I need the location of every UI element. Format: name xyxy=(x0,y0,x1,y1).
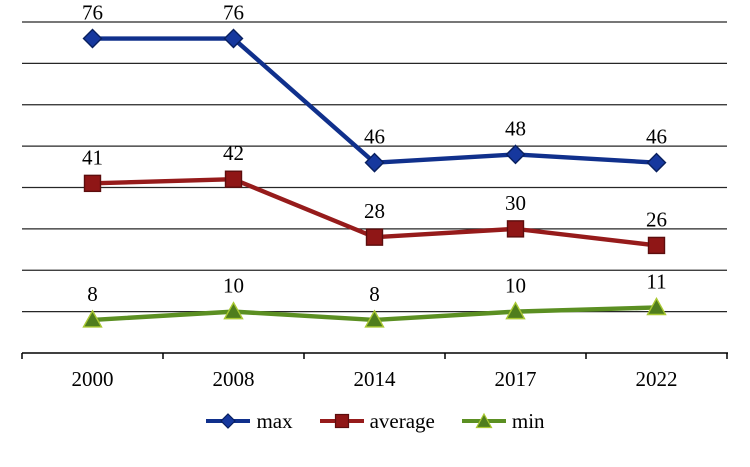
legend-label: max xyxy=(256,408,293,433)
marker-min-2000 xyxy=(82,309,103,328)
data-label-min: 8 xyxy=(87,282,98,306)
x-tick-label: 2014 xyxy=(354,367,397,391)
data-label-average: 41 xyxy=(82,145,103,169)
legend-item-average: average xyxy=(319,408,435,433)
marker-average-2022 xyxy=(647,236,666,255)
data-label-min: 10 xyxy=(223,274,244,298)
legend-max-line-diamond-icon xyxy=(206,413,251,429)
marker-max-2014 xyxy=(364,152,385,173)
data-label-max: 76 xyxy=(82,1,103,25)
marker-average-2014 xyxy=(365,228,384,246)
data-label-max: 48 xyxy=(505,116,526,140)
data-label-max: 46 xyxy=(364,125,385,149)
x-tick-label: 2017 xyxy=(495,367,537,391)
x-tick-label: 2022 xyxy=(636,367,678,391)
marker-min-2008 xyxy=(223,301,244,320)
marker-average-2000 xyxy=(83,174,102,193)
marker-min-2022 xyxy=(646,297,667,316)
data-label-average: 28 xyxy=(364,199,385,223)
legend-min-line-triangle-icon xyxy=(461,412,506,429)
x-tick-label: 2000 xyxy=(72,367,114,391)
plot-area: 76 76 46 48 46 41 42 28 30 26 8 10 8 10 11 2000 2008 2014… xyxy=(21,1,728,391)
legend-average-line-square-icon xyxy=(319,413,364,429)
legend-glyph xyxy=(475,412,493,429)
data-label-min: 11 xyxy=(646,269,666,293)
data-label-average: 26 xyxy=(646,207,667,231)
marker-average-2017 xyxy=(506,220,525,238)
legend-item-max: max xyxy=(205,408,293,433)
data-label-average: 30 xyxy=(505,191,526,215)
marker-max-2022 xyxy=(646,152,667,173)
data-label-max: 76 xyxy=(223,1,244,25)
data-label-max: 46 xyxy=(646,125,667,149)
legend-label: min xyxy=(511,408,545,433)
legend-item-min: min xyxy=(461,408,545,433)
legend-label: average xyxy=(369,408,435,433)
marker-max-2008 xyxy=(223,28,244,49)
legend-glyph xyxy=(220,413,237,429)
chart-legend: max average min xyxy=(0,404,750,438)
data-label-min: 8 xyxy=(369,282,380,306)
marker-max-2000 xyxy=(82,28,103,49)
data-label-average: 42 xyxy=(223,141,244,165)
marker-max-2017 xyxy=(505,144,526,165)
marker-min-2017 xyxy=(505,301,526,320)
x-tick-label: 2008 xyxy=(213,367,255,391)
marker-average-2008 xyxy=(224,170,243,188)
marker-min-2014 xyxy=(364,309,385,328)
legend-glyph xyxy=(334,413,349,429)
data-label-min: 10 xyxy=(505,274,526,298)
